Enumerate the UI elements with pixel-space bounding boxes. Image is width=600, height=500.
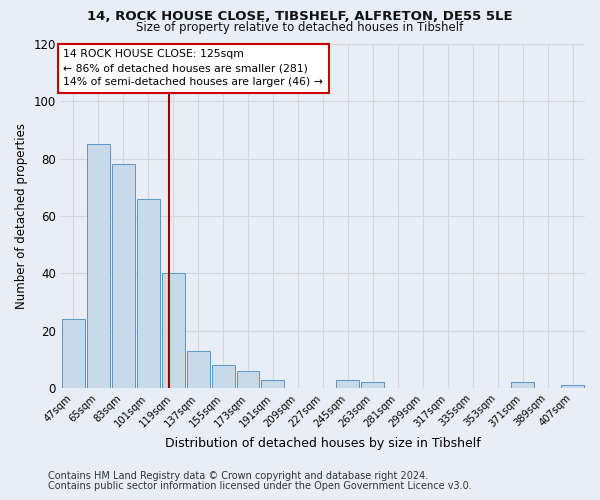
Bar — [62, 320, 85, 388]
Text: Size of property relative to detached houses in Tibshelf: Size of property relative to detached ho… — [136, 21, 464, 34]
Text: Contains public sector information licensed under the Open Government Licence v3: Contains public sector information licen… — [48, 481, 472, 491]
Bar — [561, 386, 584, 388]
Bar — [337, 380, 359, 388]
Text: 14, ROCK HOUSE CLOSE, TIBSHELF, ALFRETON, DE55 5LE: 14, ROCK HOUSE CLOSE, TIBSHELF, ALFRETON… — [87, 10, 513, 23]
Bar — [212, 365, 235, 388]
Y-axis label: Number of detached properties: Number of detached properties — [15, 123, 28, 309]
Bar — [361, 382, 385, 388]
Bar — [87, 144, 110, 388]
Text: Contains HM Land Registry data © Crown copyright and database right 2024.: Contains HM Land Registry data © Crown c… — [48, 471, 428, 481]
Bar — [187, 351, 209, 388]
Bar — [511, 382, 534, 388]
Bar — [236, 371, 259, 388]
Bar — [137, 199, 160, 388]
Bar — [161, 274, 185, 388]
Text: 14 ROCK HOUSE CLOSE: 125sqm
← 86% of detached houses are smaller (281)
14% of se: 14 ROCK HOUSE CLOSE: 125sqm ← 86% of det… — [64, 49, 323, 87]
X-axis label: Distribution of detached houses by size in Tibshelf: Distribution of detached houses by size … — [165, 437, 481, 450]
Bar — [112, 164, 134, 388]
Bar — [262, 380, 284, 388]
